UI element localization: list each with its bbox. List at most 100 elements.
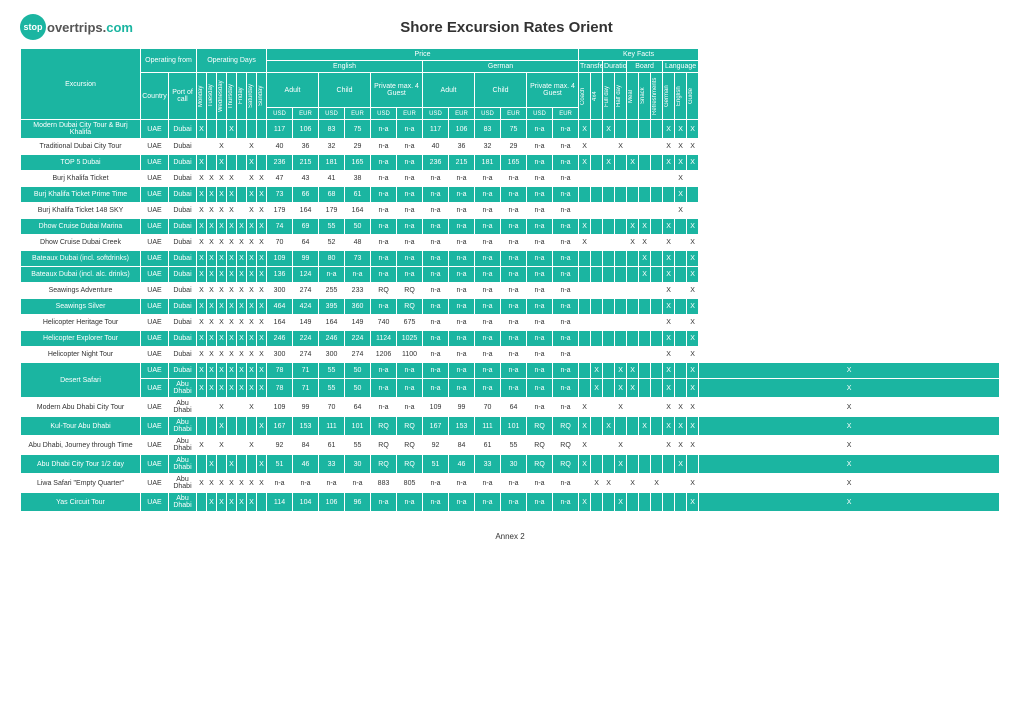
cell: X	[207, 493, 217, 512]
cell: 101	[501, 417, 527, 436]
cell: 33	[319, 455, 345, 474]
cell: 84	[449, 436, 475, 455]
cell: n-a	[475, 331, 501, 347]
cell: n-a	[501, 493, 527, 512]
cell: Dubai	[169, 139, 197, 155]
cell	[615, 187, 627, 203]
cell	[651, 120, 663, 139]
cell: X	[687, 235, 699, 251]
cell: UAE	[141, 219, 169, 235]
excursion-name: Helicopter Night Tour	[21, 347, 141, 363]
cell: X	[207, 219, 217, 235]
cell: Dubai	[169, 171, 197, 187]
cell	[675, 363, 687, 379]
table-head: Excursion Operating from Operating Days …	[21, 49, 1000, 120]
cell: X	[579, 455, 591, 474]
cell: 740	[371, 315, 397, 331]
cell: X	[699, 436, 1000, 455]
cell: 181	[475, 155, 501, 171]
cell	[603, 379, 615, 398]
cell: n-a	[527, 283, 553, 299]
cell: n-a	[423, 187, 449, 203]
cell: 30	[501, 455, 527, 474]
cell: Abu Dhabi	[169, 455, 197, 474]
cell: X	[663, 363, 675, 379]
cell: 92	[267, 436, 293, 455]
cell: n-a	[423, 347, 449, 363]
cell: 424	[293, 299, 319, 315]
table-row: Abu Dhabi, Journey through TimeUAEAbu Dh…	[21, 436, 1000, 455]
cell: X	[675, 417, 687, 436]
cell: 164	[319, 315, 345, 331]
cell	[603, 171, 615, 187]
cell: UAE	[141, 299, 169, 315]
table-row: Modern Abu Dhabi City TourUAEAbu DhabiXX…	[21, 398, 1000, 417]
cell	[237, 120, 247, 139]
cell: RQ	[397, 299, 423, 315]
cell	[207, 417, 217, 436]
cell	[257, 155, 267, 171]
excursion-name: Kul-Tour Abu Dhabi	[21, 417, 141, 436]
cell: 179	[267, 203, 293, 219]
cell: n-a	[475, 299, 501, 315]
cell	[615, 417, 627, 436]
cell: X	[257, 219, 267, 235]
cell: Dubai	[169, 267, 197, 283]
cell: X	[237, 347, 247, 363]
cell: 75	[501, 120, 527, 139]
cell: n-a	[527, 347, 553, 363]
cell	[591, 155, 603, 171]
cell: X	[579, 235, 591, 251]
cell	[615, 283, 627, 299]
cell	[591, 347, 603, 363]
cell	[603, 315, 615, 331]
cell: X	[257, 347, 267, 363]
cell: 55	[319, 379, 345, 398]
cell: 153	[293, 417, 319, 436]
cell	[257, 436, 267, 455]
cell: X	[237, 251, 247, 267]
cell	[247, 417, 257, 436]
cell: X	[227, 363, 237, 379]
cell: n-a	[449, 347, 475, 363]
cell	[675, 219, 687, 235]
cell: X	[687, 315, 699, 331]
cell	[227, 398, 237, 417]
cell: X	[217, 267, 227, 283]
cell	[591, 171, 603, 187]
cell: n-a	[449, 363, 475, 379]
cell	[603, 219, 615, 235]
cell: X	[699, 363, 1000, 379]
cell: X	[247, 379, 257, 398]
cell: X	[227, 171, 237, 187]
cell: X	[615, 398, 627, 417]
cell: n-a	[371, 155, 397, 171]
cell	[627, 331, 639, 347]
cell: X	[197, 235, 207, 251]
cell: X	[237, 474, 247, 493]
cell: n-a	[449, 171, 475, 187]
cell: X	[217, 398, 227, 417]
cell	[675, 493, 687, 512]
cell: n-a	[475, 251, 501, 267]
cell: UAE	[141, 283, 169, 299]
cell: n-a	[449, 315, 475, 331]
cell: 109	[423, 398, 449, 417]
cell: n-a	[397, 235, 423, 251]
cell: X	[639, 267, 651, 283]
cell: n-a	[371, 398, 397, 417]
excursion-name: Liwa Safari "Empty Quarter"	[21, 474, 141, 493]
cell: n-a	[475, 235, 501, 251]
cell: n-a	[449, 331, 475, 347]
cell: n-a	[449, 299, 475, 315]
cell: X	[675, 398, 687, 417]
cell	[603, 436, 615, 455]
cell	[591, 219, 603, 235]
hdr-price: Price	[267, 49, 579, 61]
cell	[217, 455, 227, 474]
cell: X	[663, 235, 675, 251]
cell	[197, 455, 207, 474]
cell: X	[237, 331, 247, 347]
table-row: Dhow Cruise Dubai CreekUAEDubaiXXXXXXX70…	[21, 235, 1000, 251]
hdr-day-6: Sunday	[257, 73, 267, 120]
